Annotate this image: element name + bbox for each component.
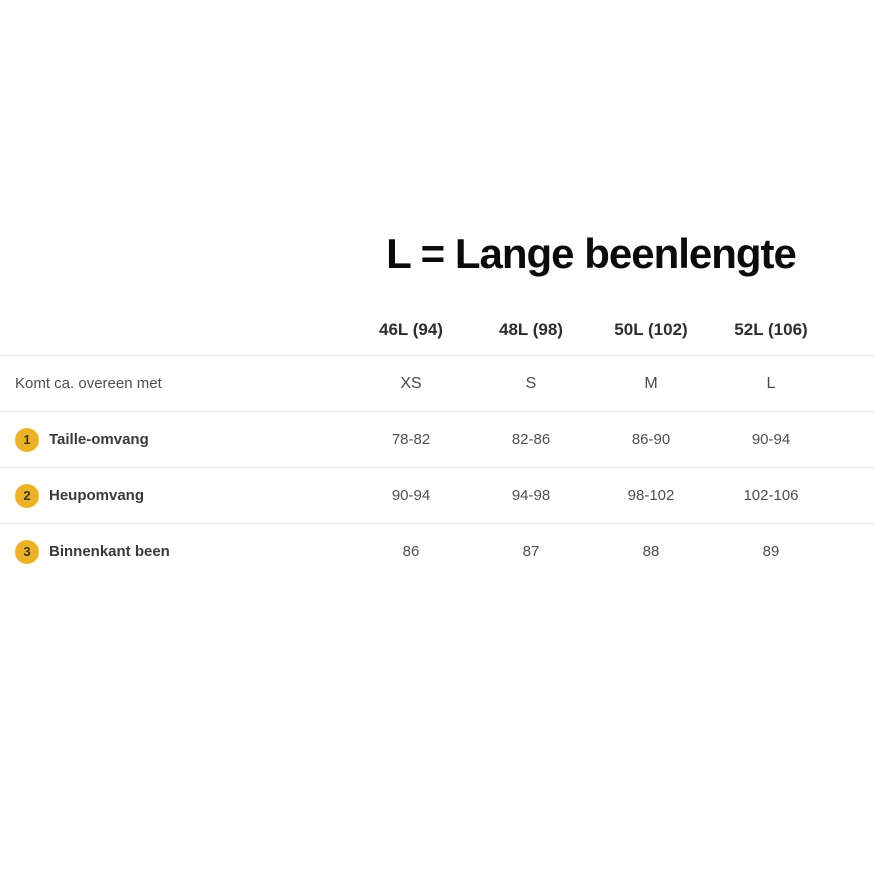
table-header-row: 46L (94) 48L (98) 50L (102) 52L (106)	[0, 305, 874, 356]
cell-value: S	[525, 374, 537, 392]
column-header-48l: 48L (98)	[499, 320, 563, 339]
column-header-50l: 50L (102)	[614, 320, 688, 339]
cell-value: XS	[400, 374, 422, 392]
cell-value: 89	[762, 543, 780, 560]
size-table: 46L (94) 48L (98) 50L (102) 52L (106) Ko…	[0, 305, 874, 579]
cell-value: L	[766, 374, 776, 392]
row-label-cell: 1 Taille-omvang	[0, 427, 351, 452]
table-row-hip: 2 Heupomvang 90-94 94-98 98-102 102-106	[0, 468, 874, 524]
table-row-size-equivalent: Komt ca. overeen met XS S M L	[0, 356, 874, 412]
cell-value: 86	[402, 543, 420, 560]
column-header-52l: 52L (106)	[734, 320, 808, 339]
row-label-cell: Komt ca. overeen met	[0, 375, 351, 392]
row-label: Komt ca. overeen met	[15, 375, 162, 392]
cell-value: 87	[522, 543, 540, 560]
cell-value: 88	[642, 543, 660, 560]
row-label: Binnenkant been	[49, 543, 170, 560]
cell-value: 82-86	[511, 431, 551, 448]
column-header-46l: 46L (94)	[379, 320, 443, 339]
number-badge-3: 3	[15, 539, 39, 564]
row-label: Heupomvang	[49, 487, 145, 504]
cell-value: 94-98	[511, 487, 551, 504]
number-badge-1: 1	[15, 427, 39, 452]
cell-value: 98-102	[627, 487, 675, 504]
cell-value: 86-90	[631, 431, 671, 448]
row-label-cell: 2 Heupomvang	[0, 483, 351, 508]
cell-value: 90-94	[751, 431, 791, 448]
table-row-waist: 1 Taille-omvang 78-82 82-86 86-90 90-94	[0, 412, 874, 468]
cell-value: 102-106	[743, 487, 799, 504]
row-label-cell: 3 Binnenkant been	[0, 539, 351, 564]
number-badge-2: 2	[15, 483, 39, 508]
cell-value: M	[644, 374, 658, 392]
table-row-inseam: 3 Binnenkant been 86 87 88 89	[0, 524, 874, 579]
cell-value: 90-94	[391, 487, 431, 504]
page-title: L = Lange beenlengte	[386, 230, 797, 277]
row-label: Taille-omvang	[49, 431, 149, 448]
cell-value: 78-82	[391, 431, 431, 448]
